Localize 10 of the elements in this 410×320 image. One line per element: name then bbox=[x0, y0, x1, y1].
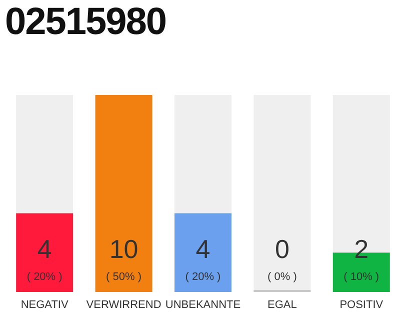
x-tick-label: UNBEKANNTE bbox=[165, 298, 241, 311]
chart-title: 02515980 bbox=[5, 0, 166, 44]
x-tick-label: NEGATIV bbox=[20, 298, 69, 311]
x-tick-label: POSITIV bbox=[340, 298, 384, 311]
x-tick-label: EGAL bbox=[268, 298, 297, 311]
x-tick-label: VERWIRREND bbox=[86, 298, 162, 311]
data-label: 4 ( 20% ) bbox=[26, 234, 62, 283]
data-label: 10 ( 50% ) bbox=[106, 234, 142, 283]
data-label: 0 ( 0% ) bbox=[268, 234, 297, 283]
data-label: 4 ( 20% ) bbox=[185, 234, 221, 283]
